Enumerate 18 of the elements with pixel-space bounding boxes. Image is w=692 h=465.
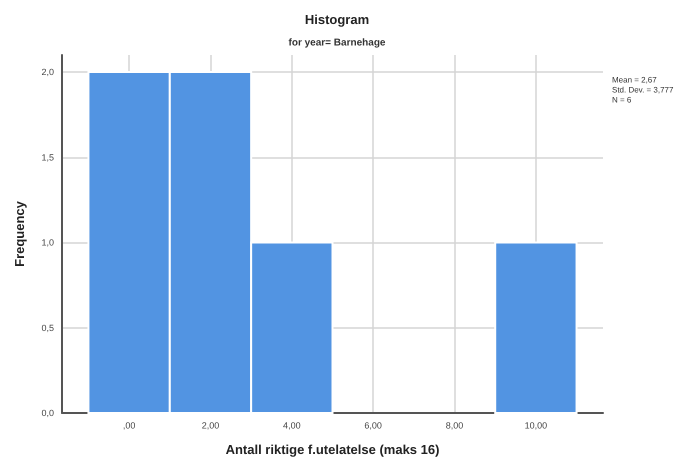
- y-tick-label: 2,0: [41, 67, 54, 78]
- y-tick-label: 1,0: [41, 238, 54, 248]
- text: Std. Dev. = 3,777: [612, 86, 674, 94]
- y-tick-label: 0,0: [41, 408, 54, 418]
- y-tick-label: 0,5: [41, 322, 54, 333]
- text: N = 6: [612, 96, 632, 104]
- y-tick-label: 1,5: [41, 152, 54, 162]
- x-tick-label: 6,00: [364, 420, 382, 430]
- y-axis-title: Frequency: [12, 200, 27, 267]
- x-tick-label: ,00: [122, 420, 136, 430]
- x-tick-label: 10,00: [524, 420, 548, 430]
- x-tick-label: 8,00: [446, 420, 464, 430]
- chart-title: Histogram: [304, 12, 370, 27]
- x-tick-label: 4,00: [283, 420, 301, 430]
- text: Mean = 2,67: [612, 76, 658, 84]
- chart-subtitle: for year= Barnehage: [288, 38, 386, 48]
- x-axis-title: Antall riktige f.utelatelse (maks 16): [226, 442, 440, 457]
- x-tick-label: 2,00: [202, 420, 220, 430]
